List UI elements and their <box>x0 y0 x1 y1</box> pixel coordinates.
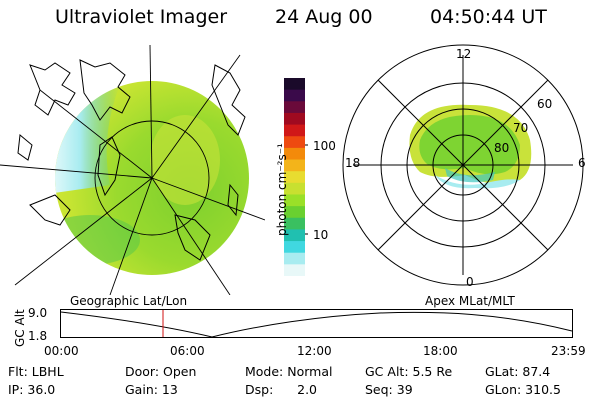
colorbar-band <box>284 136 305 149</box>
x-tick-2359: 23:59 <box>551 344 586 358</box>
altitude-plot <box>60 309 573 338</box>
mlt-label-12: 12 <box>456 47 472 61</box>
status-gc-alt: GC Alt: 5.5 Re <box>365 364 453 379</box>
colorbar-band <box>284 147 305 161</box>
geographic-map <box>0 45 265 295</box>
lat-label-80: 80 <box>494 141 510 155</box>
lat-label-60: 60 <box>537 97 553 111</box>
status-ip: IP: 36.0 <box>8 382 56 397</box>
status-gain: Gain: 13 <box>125 382 178 397</box>
colorbar-band <box>284 252 305 265</box>
status-mode: Mode: Normal <box>245 364 333 379</box>
app-title: Ultraviolet Imager <box>55 6 228 28</box>
altitude-plot-ylabel: GC Alt <box>13 309 27 347</box>
colorbar-band <box>284 159 305 172</box>
altitude-ytick-low: 1.8 <box>28 329 48 343</box>
x-tick-0000: 00:00 <box>44 344 79 358</box>
status-glat: GLat: 87.4 <box>485 364 551 379</box>
status-dsp: Dsp: 2.0 <box>245 382 318 397</box>
polar-mlat-mlt-map <box>342 44 584 286</box>
colorbar-band <box>284 217 305 231</box>
colorbar-band <box>284 171 305 184</box>
geographic-map-label: Geographic Lat/Lon <box>70 294 188 308</box>
altitude-ytick-high: 9.0 <box>28 306 48 320</box>
lat-label-70: 70 <box>513 121 529 135</box>
colorbar-band <box>284 78 305 91</box>
time-readout: 04:50:44 UT <box>430 6 547 28</box>
status-flt: Flt: LBHL <box>8 364 64 379</box>
status-door: Door: Open <box>125 364 197 379</box>
status-glon: GLon: 310.5 <box>485 382 561 397</box>
mlt-label-18: 18 <box>345 156 361 170</box>
colorbar-band <box>284 241 305 254</box>
x-tick-1800: 18:00 <box>423 344 458 358</box>
mlt-label-6: 6 <box>578 156 586 170</box>
mlt-label-0: 0 <box>466 275 474 289</box>
x-tick-1200: 12:00 <box>297 344 332 358</box>
polar-map-label: Apex MLat/MLT <box>425 294 515 308</box>
colorbar-band <box>284 182 305 196</box>
colorbar-unit-label: photon cm⁻²s⁻¹ <box>275 143 289 236</box>
colorbar-band <box>284 89 305 102</box>
colorbar-band <box>284 112 305 126</box>
color-scale-bar <box>284 78 308 276</box>
colorbar-band <box>284 124 305 137</box>
colorbar-tick-100: 100 <box>313 139 336 153</box>
colorbar-band <box>284 194 305 207</box>
x-tick-0600: 06:00 <box>170 344 205 358</box>
colorbar-band <box>284 264 305 276</box>
colorbar-band <box>284 101 305 114</box>
status-seq: Seq: 39 <box>365 382 413 397</box>
date-readout: 24 Aug 00 <box>275 6 373 28</box>
colorbar-band <box>284 229 305 242</box>
colorbar-tick-10: 10 <box>313 228 329 242</box>
colorbar-band <box>284 206 305 219</box>
